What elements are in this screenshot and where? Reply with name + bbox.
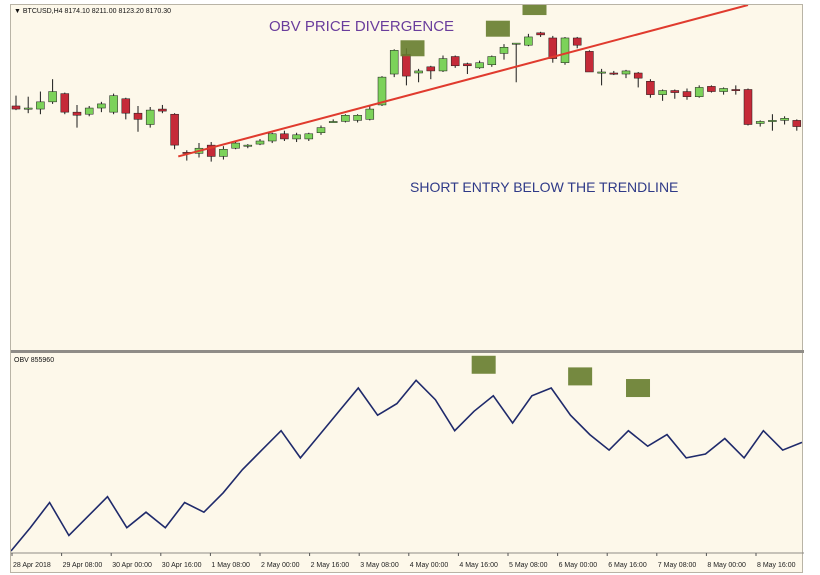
bull-candle: [438, 58, 448, 72]
bull-candle: [365, 108, 375, 120]
bull-candle: [255, 140, 265, 145]
x-tick-label: 8 May 00:00: [707, 562, 746, 569]
bear-candle: [463, 63, 472, 67]
x-tick-label: 2 May 16:00: [311, 562, 350, 569]
x-tick-label: 7 May 08:00: [658, 562, 697, 569]
obv-marker-box: [568, 367, 593, 386]
bear-candle: [707, 86, 716, 92]
bear-candle: [426, 66, 436, 72]
bull-candle: [316, 127, 326, 134]
divergence-marker-box: [400, 40, 425, 57]
obv-indicator-label: OBV 855960: [14, 357, 55, 364]
bull-candle: [377, 76, 387, 106]
x-tick-label: 8 May 16:00: [757, 562, 796, 569]
bull-candle: [475, 62, 484, 69]
short-entry-annotation: SHORT ENTRY BELOW THE TRENDLINE: [410, 179, 679, 195]
symbol-line: BTCUSD,H4 8174.10 8211.00 8123.20 8170.3…: [22, 8, 172, 15]
obv-marker-box: [471, 355, 496, 374]
bear-candle: [609, 72, 619, 75]
dropdown-triangle-icon[interactable]: ▼: [14, 8, 21, 15]
x-tick-label: 29 Apr 08:00: [63, 562, 103, 569]
bull-candle: [719, 88, 728, 92]
bull-candle: [292, 134, 301, 140]
x-tick-label: 28 Apr 2018: [13, 562, 51, 569]
bull-candle: [36, 101, 45, 110]
divergence-marker-box: [522, 5, 547, 16]
bull-candle: [109, 95, 118, 113]
bear-candle: [682, 91, 692, 97]
bear-candle: [670, 90, 680, 93]
x-tick-label: 4 May 00:00: [410, 562, 449, 569]
bull-candle: [48, 91, 57, 103]
chart-title: OBV PRICE DIVERGENCE: [269, 18, 455, 35]
obv-marker-box: [626, 379, 651, 398]
bear-candle: [792, 120, 802, 127]
bull-candle: [524, 36, 533, 46]
divergence-marker-box: [485, 20, 510, 37]
bull-candle: [267, 133, 277, 142]
bear-candle: [646, 80, 655, 95]
bear-candle: [743, 89, 753, 125]
bull-candle: [780, 118, 789, 121]
bull-candle: [243, 144, 253, 147]
bear-candle: [121, 98, 131, 114]
panel-separator: [11, 350, 804, 353]
bull-candle: [621, 70, 631, 75]
bull-candle: [389, 50, 399, 75]
x-tick-label: 4 May 16:00: [459, 562, 498, 569]
bear-candle: [206, 144, 216, 157]
bull-candle: [328, 121, 338, 123]
bull-candle: [97, 103, 106, 109]
symbol-header: ▼ BTCUSD,H4 8174.10 8211.00 8123.20 8170…: [14, 8, 171, 15]
bull-candle: [219, 148, 228, 157]
bull-candle: [511, 42, 521, 45]
bull-candle: [145, 109, 155, 125]
bull-candle: [304, 133, 314, 140]
bear-candle: [548, 37, 558, 59]
bull-candle: [694, 87, 704, 97]
x-tick-label: 5 May 08:00: [509, 562, 548, 569]
bull-candle: [755, 121, 765, 124]
x-tick-label: 30 Apr 00:00: [112, 562, 152, 569]
bull-candle: [560, 37, 570, 63]
x-tick-label: 1 May 08:00: [211, 562, 250, 569]
bull-candle: [487, 56, 497, 66]
trendline: [178, 5, 749, 158]
bull-candle: [597, 71, 606, 74]
bear-candle: [536, 32, 545, 36]
x-tick-label: 3 May 08:00: [360, 562, 399, 569]
bull-candle: [23, 107, 33, 110]
bear-candle: [170, 113, 179, 146]
bear-candle: [72, 111, 82, 116]
bull-candle: [84, 107, 94, 115]
bull-candle: [414, 70, 423, 74]
bull-candle: [768, 120, 777, 122]
bear-candle: [158, 108, 167, 112]
bear-candle: [280, 133, 289, 140]
obv-line: [11, 379, 803, 552]
bull-candle: [341, 114, 350, 122]
bear-candle: [11, 105, 21, 110]
x-tick-label: 30 Apr 16:00: [162, 562, 202, 569]
bull-candle: [658, 90, 667, 95]
bear-candle: [585, 51, 594, 73]
bear-candle: [572, 37, 582, 46]
bear-candle: [402, 54, 411, 77]
x-tick-label: 6 May 16:00: [608, 562, 647, 569]
bear-candle: [731, 89, 741, 91]
bear-candle: [60, 93, 70, 113]
x-tick-label: 6 May 00:00: [559, 562, 598, 569]
bull-candle: [231, 142, 240, 149]
bear-candle: [633, 72, 643, 79]
x-tick-label: 2 May 00:00: [261, 562, 300, 569]
chart-canvas: 28 Apr 2018 29 Apr 08:00 30 Apr 00:00 30 Ap…: [11, 5, 804, 569]
bull-candle: [499, 46, 509, 54]
bear-candle: [133, 112, 143, 120]
bull-candle: [353, 114, 362, 121]
bear-candle: [450, 56, 460, 67]
chart-window: ▼ BTCUSD,H4 8174.10 8211.00 8123.20 8170…: [10, 4, 804, 573]
